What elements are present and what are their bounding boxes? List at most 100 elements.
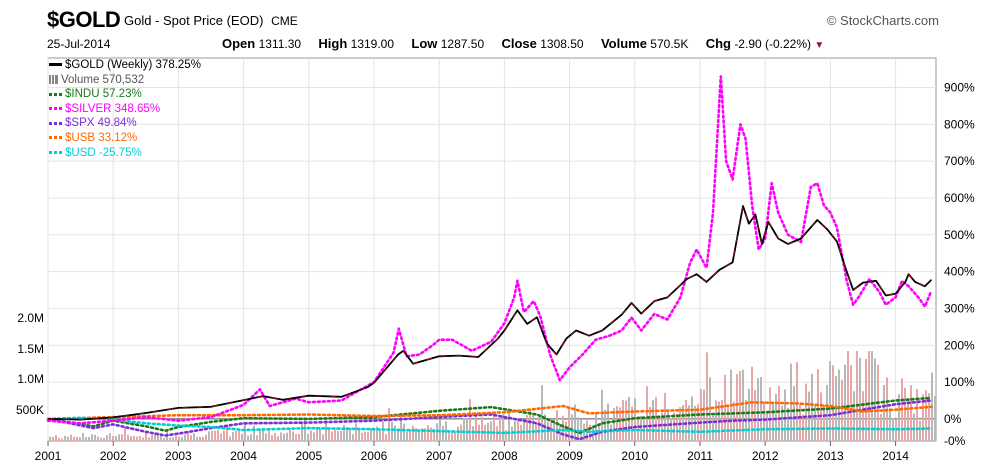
legend-swatch bbox=[49, 92, 62, 96]
volume-value: 570.5K bbox=[650, 37, 689, 51]
volume-bar bbox=[142, 437, 144, 441]
volume-bar bbox=[358, 428, 360, 441]
volume-bar bbox=[928, 393, 930, 441]
volume-bar bbox=[724, 374, 726, 441]
volume-bar bbox=[190, 435, 192, 441]
volume-bar bbox=[247, 435, 249, 441]
chg-label: Chg bbox=[705, 36, 731, 51]
legend-swatch bbox=[49, 121, 62, 125]
volume-bar bbox=[760, 377, 762, 441]
volume-bar bbox=[337, 431, 339, 441]
volume-bar bbox=[526, 415, 528, 441]
volume-bar bbox=[748, 388, 750, 441]
volume-bar bbox=[859, 357, 861, 441]
volume-bar bbox=[874, 358, 876, 441]
volume-bar bbox=[508, 410, 510, 441]
volume-bar bbox=[340, 431, 342, 441]
volume-bar bbox=[457, 426, 459, 441]
legend-item: Volume 570,532 bbox=[49, 73, 201, 88]
volume-bar bbox=[73, 436, 75, 441]
legend-item: $SILVER 348.65% bbox=[49, 102, 201, 117]
volume-bar bbox=[742, 369, 744, 441]
right-axis-label: -0% bbox=[944, 434, 966, 448]
volume-bar bbox=[775, 393, 777, 441]
volume-bar bbox=[349, 428, 351, 441]
close-value: 1308.50 bbox=[540, 37, 584, 51]
volume-bar bbox=[466, 418, 468, 441]
volume-bar bbox=[637, 416, 639, 441]
volume-bar bbox=[592, 425, 594, 441]
x-tick-label: 2009 bbox=[556, 449, 583, 463]
volume-bar bbox=[346, 426, 348, 441]
volume-bar bbox=[415, 428, 417, 441]
volume-bar bbox=[133, 435, 135, 441]
quote-date: 25-Jul-2014 bbox=[47, 37, 111, 51]
volume-bar bbox=[178, 436, 180, 441]
x-tick-label: 2008 bbox=[491, 449, 518, 463]
volume-bar bbox=[241, 433, 243, 441]
volume-bar bbox=[277, 436, 279, 441]
volume-bar bbox=[757, 378, 759, 441]
volume-bar bbox=[136, 436, 138, 441]
volume-bar bbox=[193, 433, 195, 441]
volume-bar bbox=[319, 428, 321, 441]
volume-bar bbox=[298, 434, 300, 441]
volume-bar bbox=[850, 365, 852, 441]
volume-bar bbox=[268, 428, 270, 441]
volume-bar bbox=[250, 434, 252, 441]
volume-bar bbox=[61, 438, 63, 441]
volume-bar bbox=[736, 374, 738, 441]
volume-bar bbox=[184, 434, 186, 441]
volume-bar bbox=[388, 408, 390, 441]
volume-bar bbox=[118, 434, 120, 441]
brand-logo: © StockCharts.com bbox=[826, 13, 939, 28]
volume-bar bbox=[448, 430, 450, 441]
volume-bar bbox=[64, 435, 66, 441]
volume-bar bbox=[793, 386, 795, 441]
x-tick-label: 2003 bbox=[165, 449, 192, 463]
volume-bar bbox=[127, 434, 129, 441]
legend-item: $USD -25.75% bbox=[49, 146, 201, 161]
left-axis-label: 2.0M bbox=[17, 311, 44, 325]
volume-bar bbox=[430, 427, 432, 441]
legend-item: $USB 33.12% bbox=[49, 131, 201, 146]
volume-bar bbox=[721, 400, 723, 441]
volume-bar bbox=[904, 387, 906, 441]
legend-swatch bbox=[49, 151, 62, 155]
volume-bar bbox=[841, 379, 843, 441]
right-axis-label: 300% bbox=[944, 301, 975, 315]
volume-bar bbox=[259, 430, 261, 441]
right-axis-label: 800% bbox=[944, 117, 975, 131]
volume-bar bbox=[811, 373, 813, 441]
volume-bar bbox=[211, 430, 213, 441]
volume-bar bbox=[313, 432, 315, 441]
volume-bar bbox=[169, 437, 171, 441]
volume-bar bbox=[601, 389, 603, 441]
volume-bar bbox=[421, 428, 423, 441]
volume-bar bbox=[538, 416, 540, 441]
volume-bar bbox=[121, 434, 123, 441]
volume-bar bbox=[562, 415, 564, 441]
volume-bar bbox=[676, 413, 678, 441]
volume-bar bbox=[370, 428, 372, 441]
volume-bar bbox=[331, 431, 333, 441]
volume-bar bbox=[289, 429, 291, 441]
volume-bar bbox=[361, 432, 363, 441]
volume-bar bbox=[475, 412, 477, 441]
volume-bar bbox=[322, 434, 324, 441]
volume-bar bbox=[52, 437, 54, 441]
volume-bar bbox=[766, 411, 768, 441]
volume-bar bbox=[502, 414, 504, 441]
left-axis-label: 1.0M bbox=[17, 372, 44, 386]
volume-bar bbox=[367, 431, 369, 441]
left-axis-label: 1.5M bbox=[17, 342, 44, 356]
volume-bar bbox=[712, 415, 714, 441]
volume-bar bbox=[295, 434, 297, 441]
volume-bar bbox=[157, 432, 159, 441]
volume-bar bbox=[403, 423, 405, 441]
volume-bar bbox=[460, 424, 462, 441]
volume-bar bbox=[139, 436, 141, 441]
legend-label: $GOLD (Weekly) 378.25% bbox=[65, 59, 201, 71]
volume-bar bbox=[856, 351, 858, 441]
volume-bar bbox=[604, 409, 606, 441]
